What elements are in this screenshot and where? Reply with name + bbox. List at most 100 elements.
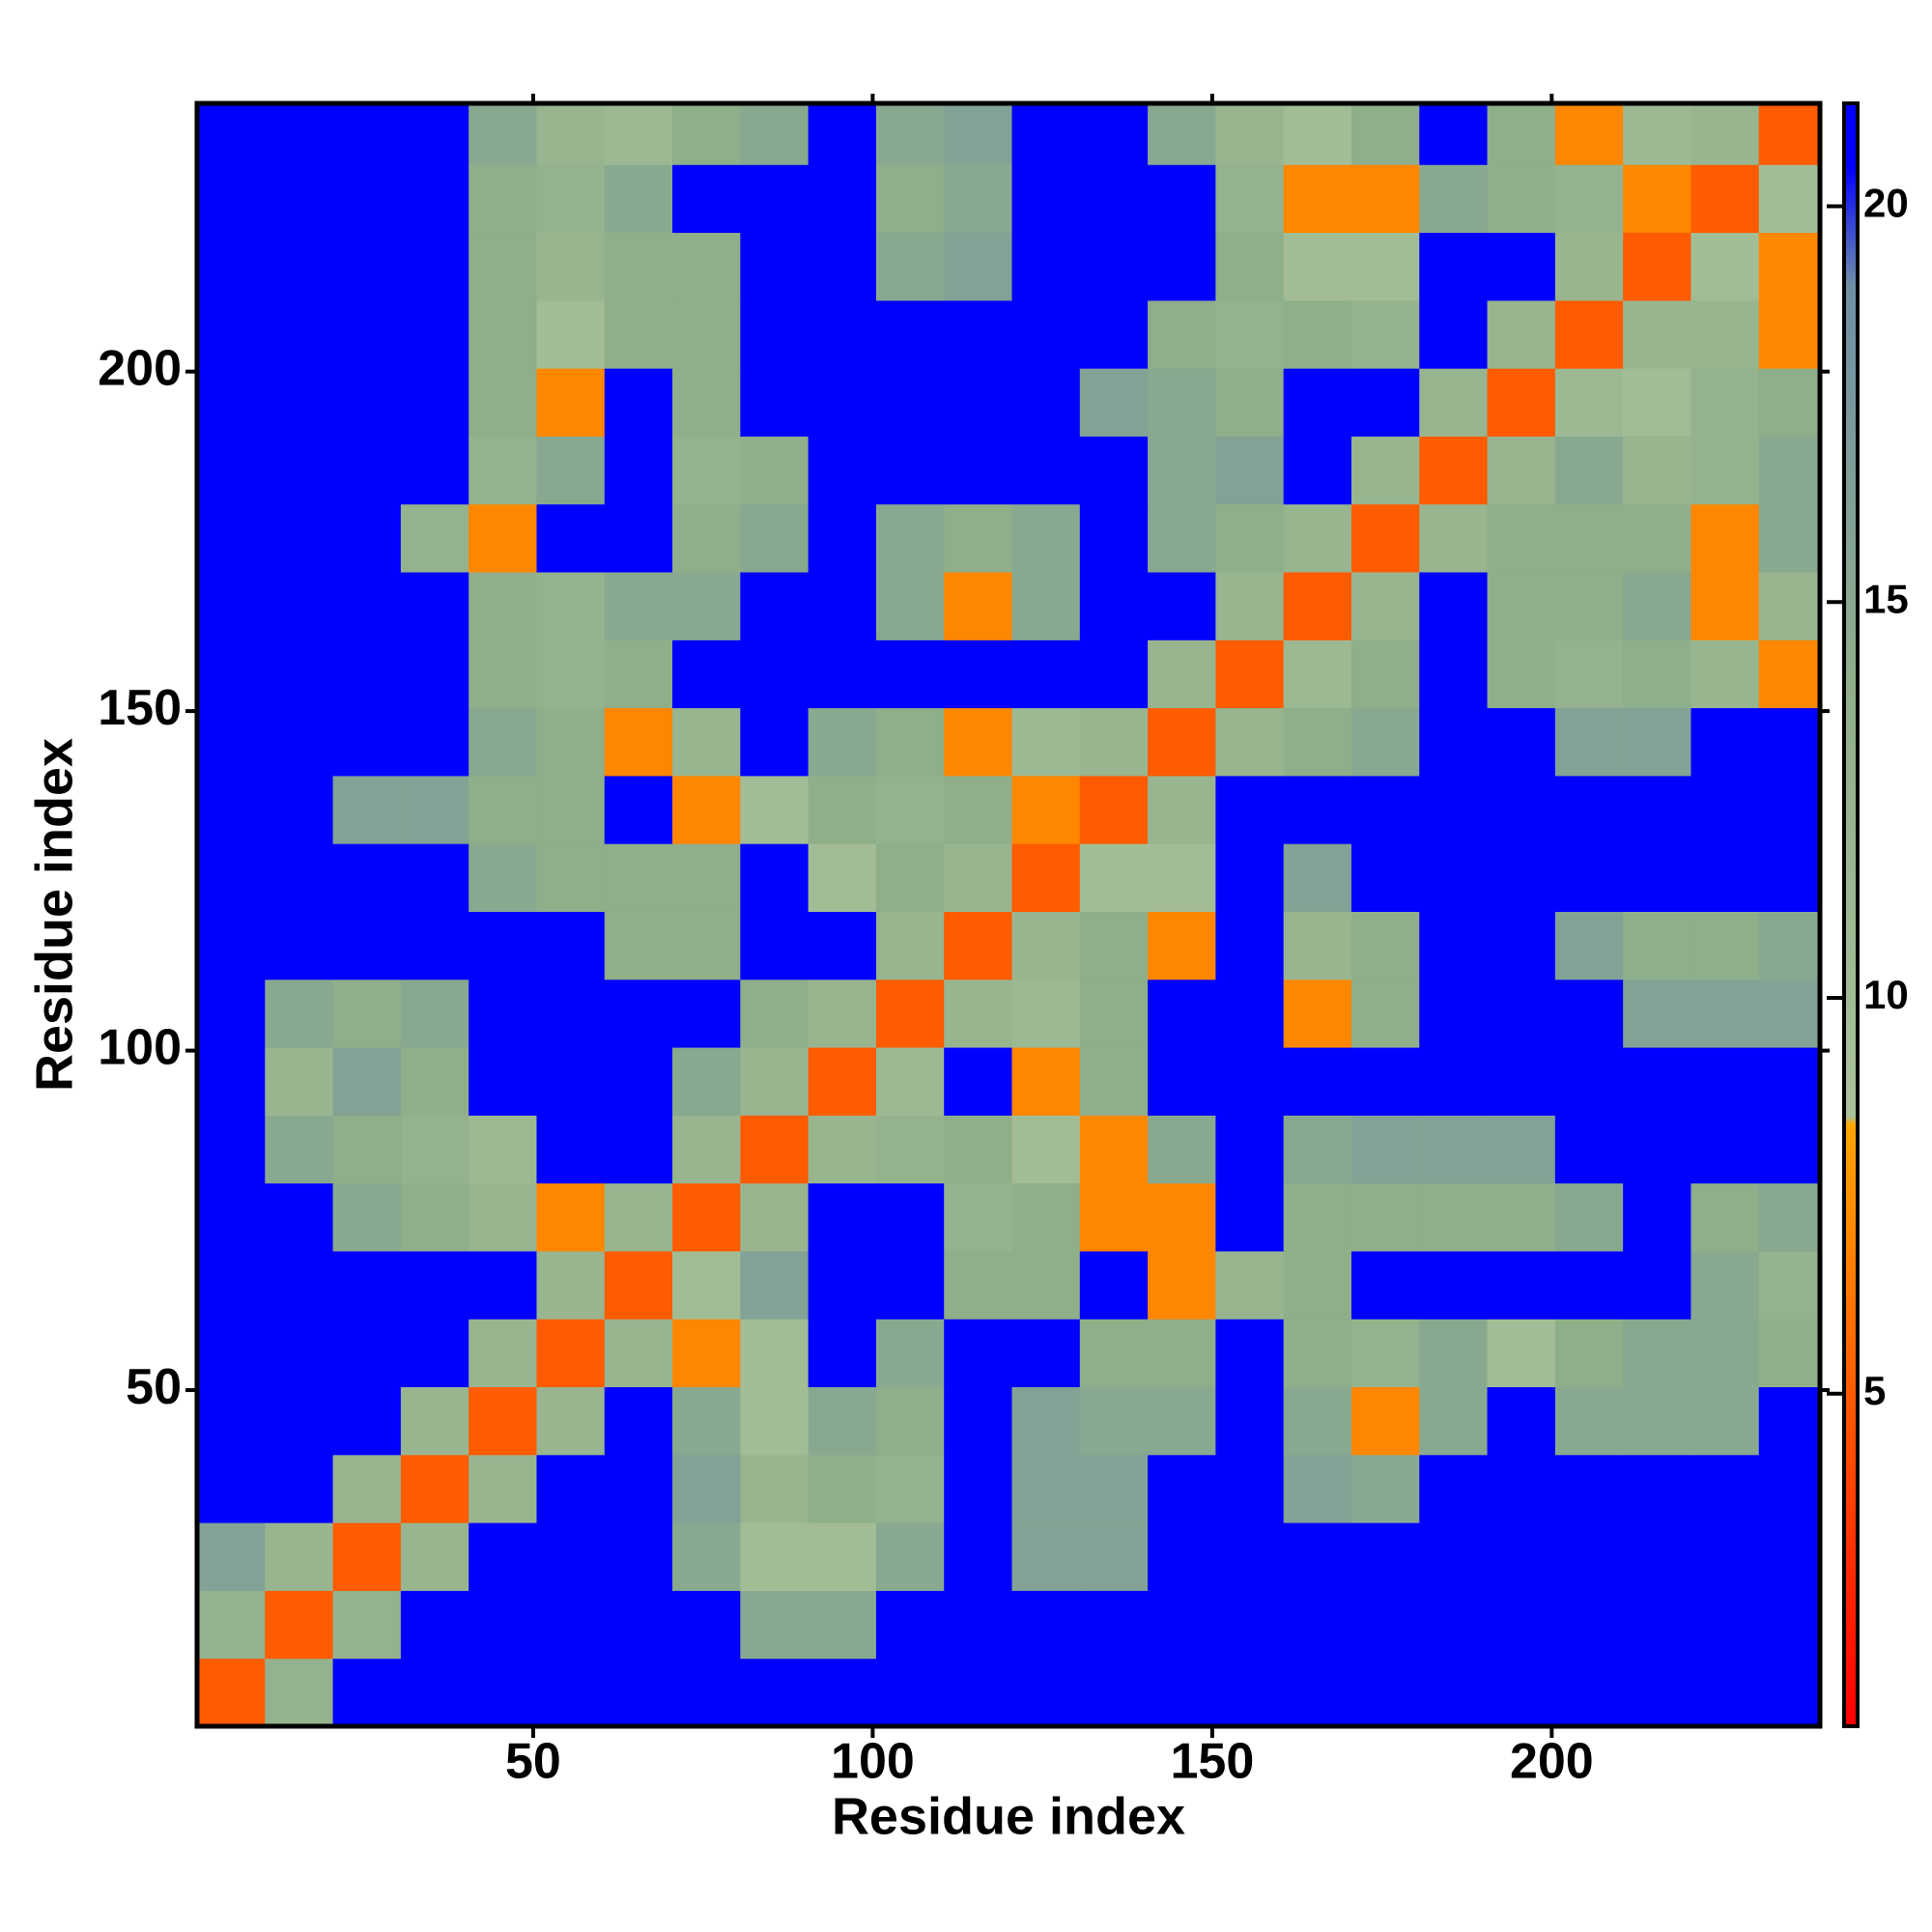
heatmap-cell [1350, 979, 1420, 1048]
heatmap-cell [1758, 639, 1820, 709]
heatmap-cell [1758, 164, 1820, 234]
heatmap-cell [1554, 1590, 1624, 1660]
heatmap-cell [1350, 436, 1420, 505]
y-axis-title: Residue index [25, 738, 83, 1092]
heatmap-cell [1554, 1115, 1624, 1184]
heatmap-cell [672, 639, 741, 709]
heatmap-cell [1148, 639, 1216, 709]
heatmap-cell [1623, 1182, 1691, 1252]
heatmap-cell [875, 1319, 945, 1388]
heatmap-cell [1419, 299, 1489, 369]
heatmap-cell [1419, 1250, 1489, 1320]
heatmap-cell [332, 1319, 402, 1388]
heatmap-cell [808, 572, 877, 640]
heatmap-cell [1758, 707, 1820, 777]
heatmap-cell [1690, 299, 1760, 369]
heatmap-cell [400, 103, 469, 165]
heatmap-cell [1690, 368, 1760, 437]
heatmap-cell [1283, 1522, 1352, 1591]
heatmap-cell [1758, 1454, 1820, 1523]
heatmap-cell [1079, 232, 1149, 301]
heatmap-cell [1350, 572, 1420, 640]
heatmap-cell [400, 843, 469, 912]
heatmap-cell [604, 1658, 673, 1726]
heatmap-cell [197, 368, 266, 437]
heatmap-cell [672, 1454, 741, 1523]
heatmap-cell [1148, 1658, 1216, 1726]
heatmap-cell [1623, 1386, 1691, 1456]
heatmap-cell [1148, 1182, 1216, 1252]
heatmap-cell [1079, 1658, 1149, 1726]
heatmap-cell [536, 1386, 606, 1456]
heatmap-cell [740, 164, 810, 234]
heatmap-cell [1215, 1522, 1285, 1591]
heatmap-cell [1215, 911, 1285, 980]
heatmap-cell [740, 1590, 810, 1660]
heatmap-cell [808, 503, 877, 573]
heatmap-cell [1283, 911, 1352, 980]
colorbar-tick-label: 10 [1863, 972, 1909, 1017]
heatmap-cell [332, 103, 402, 165]
heatmap-cell [1758, 1115, 1820, 1184]
heatmap-cell [400, 503, 469, 573]
heatmap-cell [1215, 1182, 1285, 1252]
heatmap-cell [469, 843, 537, 912]
heatmap-cell [1690, 707, 1760, 777]
heatmap-cell [1079, 1590, 1149, 1660]
heatmap-cell [1623, 1590, 1691, 1660]
heatmap-cell [944, 775, 1013, 844]
heatmap-cell [1215, 1319, 1285, 1388]
heatmap-cell [1215, 299, 1285, 369]
heatmap-cell [469, 979, 537, 1048]
heatmap-cell [1554, 1319, 1624, 1388]
heatmap-cell [400, 1115, 469, 1184]
heatmap-cell [1283, 1454, 1352, 1523]
heatmap-cell [1079, 1250, 1149, 1320]
heatmap-cell [536, 299, 606, 369]
heatmap-cell [197, 232, 266, 301]
heatmap-cell [265, 639, 334, 709]
heatmap-cell [1011, 843, 1081, 912]
heatmap-cell [808, 1454, 877, 1523]
heatmap-cell [1148, 843, 1216, 912]
heatmap-cell [875, 707, 945, 777]
heatmap-cell [604, 1115, 673, 1184]
heatmap-cell [1758, 775, 1820, 844]
heatmap-cell [332, 843, 402, 912]
heatmap-cell [1215, 1047, 1285, 1116]
heatmap-cell [1487, 843, 1556, 912]
heatmap-cell [808, 1250, 877, 1320]
heatmap-cell [875, 164, 945, 234]
heatmap-cell [1283, 368, 1352, 437]
heatmap-cell [197, 775, 266, 844]
heatmap-cell [400, 775, 469, 844]
heatmap-cell [1554, 164, 1624, 234]
heatmap-cell [944, 368, 1013, 437]
heatmap-cell [1011, 572, 1081, 640]
heatmap-cell [944, 1658, 1013, 1726]
heatmap-cell [1554, 1250, 1624, 1320]
heatmap-cell [1011, 232, 1081, 301]
heatmap-cell [1554, 368, 1624, 437]
heatmap-cell [1283, 843, 1352, 912]
heatmap-cell [1283, 1115, 1352, 1184]
heatmap-cell [1215, 843, 1285, 912]
heatmap-cell [400, 1386, 469, 1456]
heatmap-cell [1419, 1590, 1489, 1660]
heatmap-cell [400, 436, 469, 505]
heatmap-cell [1758, 103, 1820, 165]
heatmap-cell [1011, 979, 1081, 1048]
heatmap-cell [1079, 1386, 1149, 1456]
heatmap-cell [1283, 775, 1352, 844]
heatmap-cell [944, 1590, 1013, 1660]
heatmap-cell [875, 1658, 945, 1726]
heatmap-cell [1283, 1590, 1352, 1660]
heatmap-cell [944, 843, 1013, 912]
heatmap-cell [1623, 707, 1691, 777]
heatmap-cell [1487, 1658, 1556, 1726]
heatmap-cell [1554, 1454, 1624, 1523]
heatmap-cell [944, 572, 1013, 640]
heatmap-cell [1148, 1522, 1216, 1591]
heatmap-cell [1148, 368, 1216, 437]
heatmap-cell [808, 299, 877, 369]
